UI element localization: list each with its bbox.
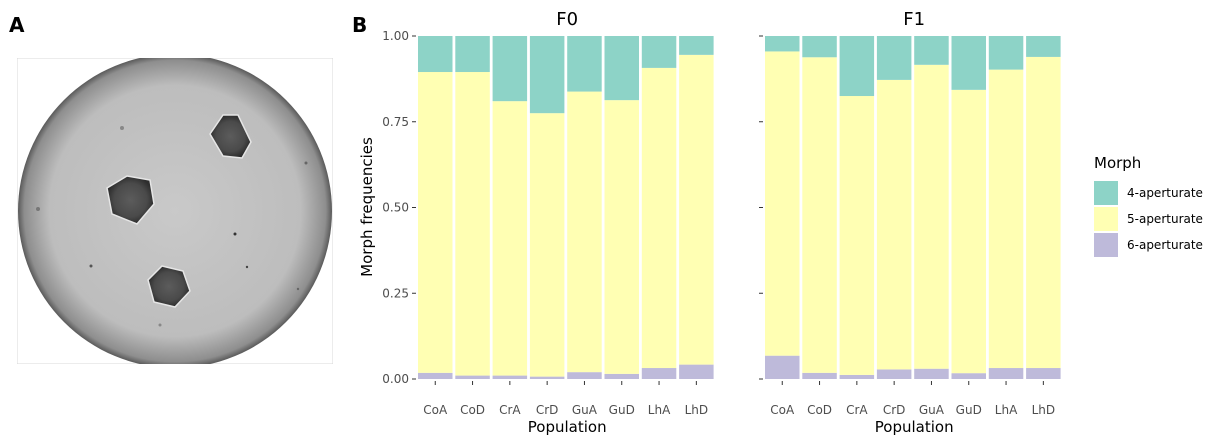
bar-segment-4-aperturate [641, 36, 677, 68]
x-tick-label: LhD [1032, 403, 1056, 417]
y-axis-title: Morph frequencies [358, 137, 376, 277]
x-tick-label: CoD [807, 403, 832, 417]
bar-segment-4-aperturate [455, 36, 490, 73]
x-tick-label: CrD [536, 403, 559, 417]
micrograph-svg [16, 54, 334, 368]
bar-segment-4-aperturate [802, 36, 837, 58]
x-tick-label: CrA [499, 403, 521, 417]
x-tick-label: LhA [648, 403, 671, 417]
x-tick-label: CoA [423, 403, 448, 417]
bar-segment-5-aperturate [914, 64, 949, 369]
bar-segment-5-aperturate [679, 54, 714, 365]
debris [245, 265, 249, 269]
y-tick-label: 0.25 [382, 286, 409, 300]
micrograph-image [16, 54, 334, 368]
bar-segment-6-aperturate [839, 374, 875, 379]
pollen-grain-2 [106, 175, 155, 225]
legend-label: 6-aperturate [1127, 238, 1203, 252]
legend-swatch-5-aperturate [1094, 207, 1118, 231]
bar-segment-6-aperturate [567, 372, 602, 379]
x-axis-title: Population [875, 418, 954, 436]
bar-segment-5-aperturate [641, 67, 677, 369]
panel-a-label: A [9, 13, 25, 37]
bar-segment-5-aperturate [1026, 56, 1061, 369]
bar-segment-5-aperturate [839, 96, 875, 375]
y-tick-label: 0.75 [382, 115, 409, 129]
pollen-grain-1 [209, 114, 252, 159]
x-tick-label: GuA [572, 403, 598, 417]
bar-segment-4-aperturate [951, 36, 986, 90]
bar-segment-5-aperturate [529, 113, 565, 377]
bar-segment-5-aperturate [802, 57, 837, 373]
pollen-grain-3 [147, 265, 191, 308]
legend-swatch-4-aperturate [1094, 181, 1118, 205]
x-tick-label: GuA [919, 403, 945, 417]
bar-segment-4-aperturate [492, 36, 528, 102]
bar-segment-4-aperturate [604, 36, 639, 101]
bar-segment-4-aperturate [529, 36, 565, 114]
bar-segment-4-aperturate [914, 36, 949, 65]
legend-label: 4-aperturate [1127, 186, 1203, 200]
bar-segment-5-aperturate [418, 72, 453, 373]
debris [36, 207, 40, 211]
bar-segment-5-aperturate [455, 72, 490, 376]
bar-segment-4-aperturate [876, 36, 912, 80]
legend-title: Morph [1094, 154, 1141, 172]
bar-segment-6-aperturate [455, 375, 490, 379]
x-tick-label: GuD [609, 403, 635, 417]
bar-segment-4-aperturate [765, 36, 800, 52]
y-tick-label: 1.00 [382, 29, 409, 43]
legend-swatch-6-aperturate [1094, 233, 1118, 257]
bar-segment-4-aperturate [988, 36, 1024, 70]
bar-segment-6-aperturate [492, 375, 528, 379]
bar-segment-6-aperturate [529, 376, 565, 379]
debris [304, 161, 308, 165]
bar-segment-6-aperturate [604, 373, 639, 379]
bar-segment-4-aperturate [567, 36, 602, 92]
x-tick-label: CrD [883, 403, 906, 417]
legend-label: 5-aperturate [1127, 212, 1203, 226]
debris [233, 232, 237, 236]
bar-segment-6-aperturate [418, 372, 453, 379]
facet-title: F1 [903, 9, 925, 30]
bar-segment-6-aperturate [802, 372, 837, 379]
x-tick-label: GuD [956, 403, 982, 417]
y-tick-label: 0.50 [382, 201, 409, 215]
bar-segment-4-aperturate [839, 36, 875, 97]
bar-segment-6-aperturate [914, 368, 949, 379]
x-axis-title: Population [528, 418, 607, 436]
bar-segment-6-aperturate [641, 368, 677, 379]
bar-segment-5-aperturate [604, 100, 639, 374]
bar-segment-6-aperturate [765, 355, 800, 379]
field-of-view [18, 54, 332, 368]
debris [296, 287, 300, 291]
x-tick-label: CoA [770, 403, 795, 417]
bar-segment-6-aperturate [988, 368, 1024, 379]
bar-segment-5-aperturate [765, 51, 800, 356]
bar-segment-6-aperturate [951, 373, 986, 379]
bar-segment-5-aperturate [492, 101, 528, 376]
bar-segment-4-aperturate [418, 36, 453, 73]
bar-segment-5-aperturate [988, 69, 1024, 369]
bar-segment-6-aperturate [876, 369, 912, 379]
bar-segment-4-aperturate [1026, 36, 1061, 57]
facet-title: F0 [556, 9, 578, 30]
x-tick-label: CoD [460, 403, 485, 417]
bar-segment-5-aperturate [951, 89, 986, 374]
x-tick-label: LhD [685, 403, 709, 417]
bar-segment-6-aperturate [1026, 368, 1061, 379]
debris [120, 126, 124, 130]
panel-b-label: B [352, 13, 368, 37]
debris [158, 323, 162, 327]
debris [89, 264, 93, 268]
bar-segment-6-aperturate [679, 364, 714, 379]
bar-segment-5-aperturate [567, 91, 602, 373]
bar-segment-5-aperturate [876, 79, 912, 370]
x-tick-label: LhA [995, 403, 1018, 417]
bar-segment-4-aperturate [679, 36, 714, 55]
y-tick-label: 0.00 [382, 372, 409, 386]
x-tick-label: CrA [846, 403, 868, 417]
